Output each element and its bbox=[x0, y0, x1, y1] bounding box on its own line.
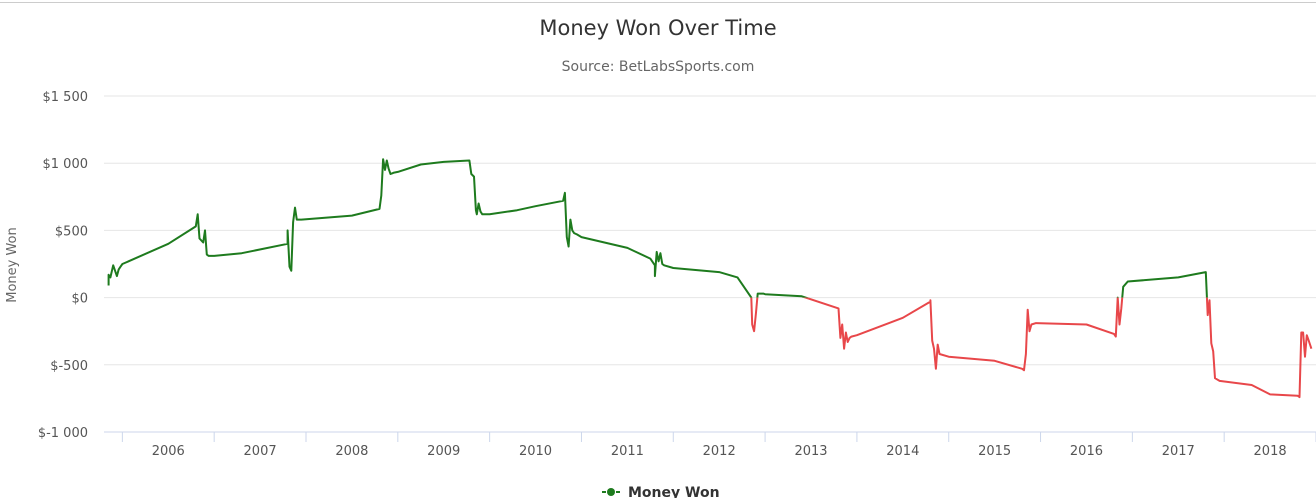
series bbox=[107, 158, 1313, 399]
x-tick-label: 2012 bbox=[703, 444, 736, 459]
x-tick-label: 2014 bbox=[886, 444, 919, 459]
grid bbox=[104, 95, 1316, 366]
top-border bbox=[0, 2, 1316, 3]
x-tick-label: 2009 bbox=[427, 444, 460, 459]
x-tick-label: 2008 bbox=[335, 444, 368, 459]
x-tick-label: 2018 bbox=[1254, 444, 1287, 459]
y-tick-label: $0 bbox=[71, 292, 88, 307]
y-tick-label: $1 000 bbox=[43, 157, 89, 172]
x-tick-label: 2013 bbox=[794, 444, 827, 459]
x-tick-label: 2006 bbox=[152, 444, 185, 459]
x-tick-label: 2017 bbox=[1162, 444, 1195, 459]
x-tick-label: 2011 bbox=[611, 444, 644, 459]
y-tick-label: $500 bbox=[55, 224, 88, 239]
series-line-positive bbox=[107, 158, 1208, 298]
x-tick-label: 2016 bbox=[1070, 444, 1103, 459]
x-tick-label: 2007 bbox=[244, 444, 277, 459]
chart-subtitle: Source: BetLabsSports.com bbox=[562, 59, 755, 75]
y-tick-label: $-500 bbox=[50, 359, 88, 374]
y-axis: $1 500 $1 000 $500 $0 $-500 $-1 000 bbox=[38, 90, 88, 441]
legend[interactable]: Money Won bbox=[602, 485, 720, 498]
y-tick-label: $1 500 bbox=[43, 90, 89, 105]
x-axis: 2006 2007 2008 2009 2010 2011 2012 2013 2014 2015… bbox=[104, 431, 1316, 459]
legend-dot-icon bbox=[607, 488, 615, 496]
legend-label[interactable]: Money Won bbox=[628, 485, 720, 498]
chart-title: Money Won Over Time bbox=[539, 16, 776, 40]
x-tick-label: 2015 bbox=[978, 444, 1011, 459]
series-line-negative bbox=[750, 297, 1313, 399]
y-tick-label: $-1 000 bbox=[38, 426, 88, 441]
x-tick-label: 2010 bbox=[519, 444, 552, 459]
y-axis-label: Money Won bbox=[5, 227, 20, 303]
